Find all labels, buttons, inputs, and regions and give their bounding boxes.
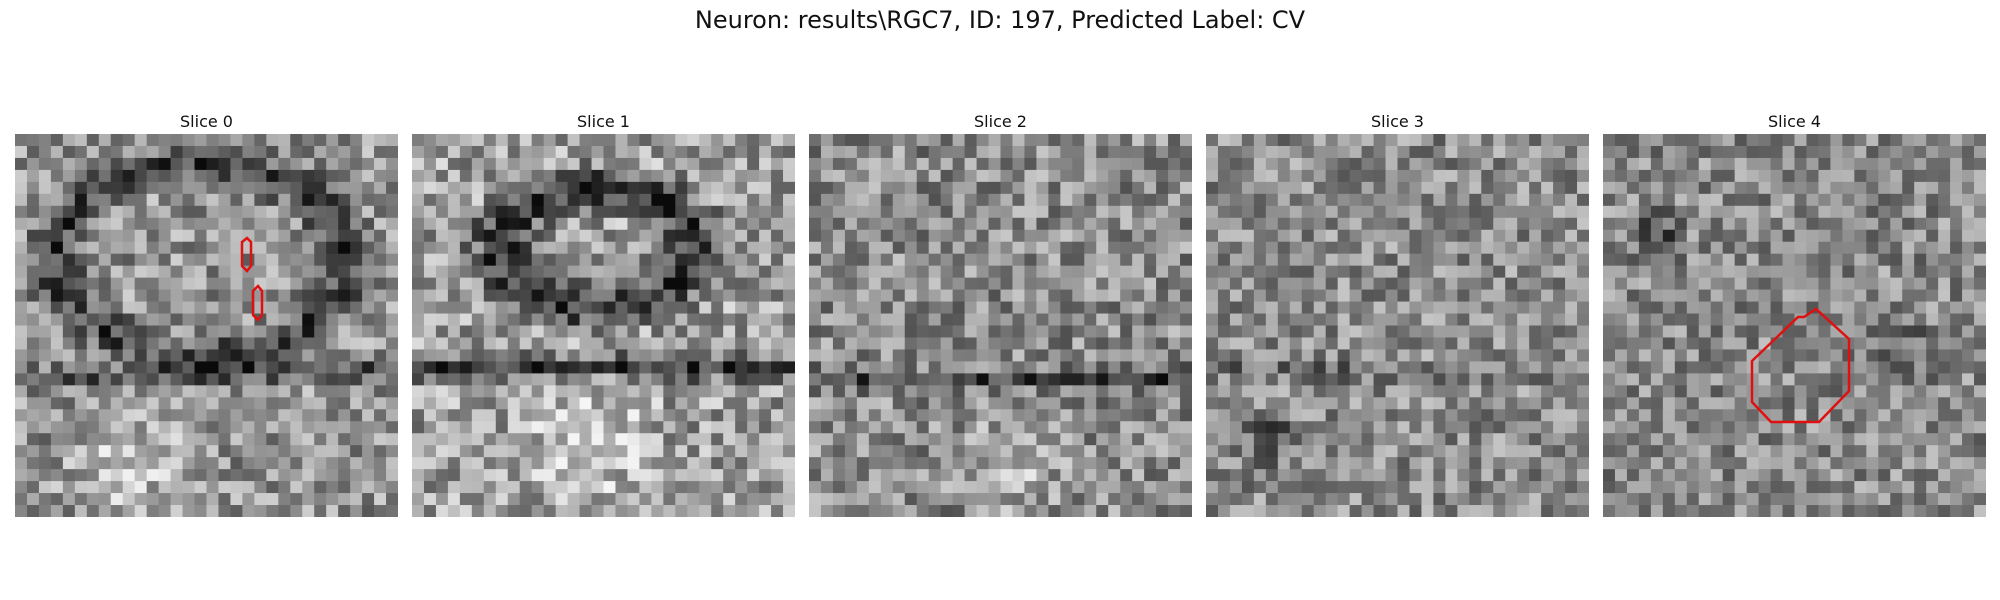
slice-image-0 (15, 134, 398, 517)
slice-panel-3: Slice 3 (1206, 110, 1589, 517)
slice-panel-1: Slice 1 (412, 110, 795, 517)
slice-title-1: Slice 1 (412, 110, 795, 134)
slice-title-3: Slice 3 (1206, 110, 1589, 134)
slice-panel-4: Slice 4 (1603, 110, 1986, 517)
slice-title-4: Slice 4 (1603, 110, 1986, 134)
slice-panel-0: Slice 0 (15, 110, 398, 517)
figure-title: Neuron: results\RGC7, ID: 197, Predicted… (0, 6, 2000, 34)
slice-image-2 (809, 134, 1192, 517)
slice-title-0: Slice 0 (15, 110, 398, 134)
slice-image-1 (412, 134, 795, 517)
slice-image-4 (1603, 134, 1986, 517)
slice-panel-2: Slice 2 (809, 110, 1192, 517)
slice-title-2: Slice 2 (809, 110, 1192, 134)
slice-image-3 (1206, 134, 1589, 517)
